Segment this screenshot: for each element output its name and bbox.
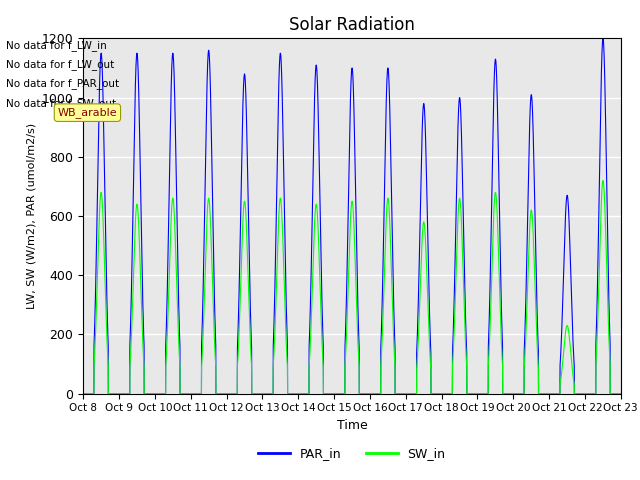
Text: WB_arable: WB_arable <box>58 107 117 118</box>
Legend: PAR_in, SW_in: PAR_in, SW_in <box>253 443 451 466</box>
Text: No data for f_SW_out: No data for f_SW_out <box>6 97 116 108</box>
Y-axis label: LW, SW (W/m2), PAR (umol/m2/s): LW, SW (W/m2), PAR (umol/m2/s) <box>26 123 36 309</box>
Text: No data for f_LW_in: No data for f_LW_in <box>6 40 107 51</box>
Text: No data for f_PAR_out: No data for f_PAR_out <box>6 78 120 89</box>
Title: Solar Radiation: Solar Radiation <box>289 16 415 34</box>
X-axis label: Time: Time <box>337 419 367 432</box>
Text: No data for f_LW_out: No data for f_LW_out <box>6 59 115 70</box>
